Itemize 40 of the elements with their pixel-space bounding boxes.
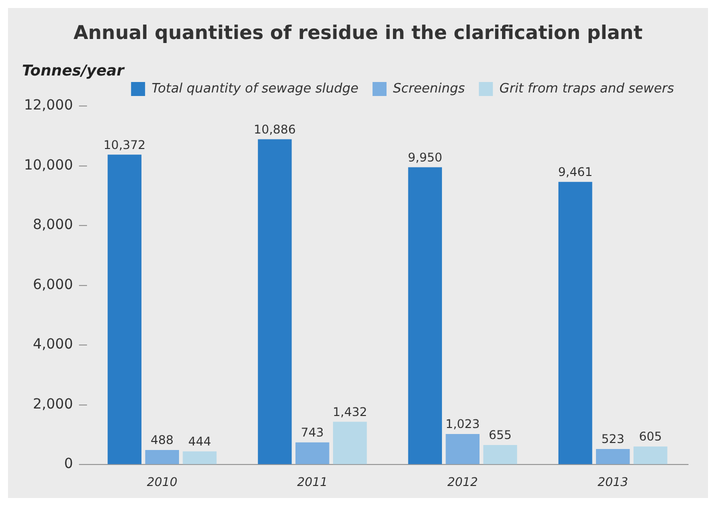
data-label: 523	[601, 432, 624, 446]
legend-label: Grit from traps and sewers	[499, 81, 674, 96]
y-tick-label: 8,000	[32, 217, 73, 234]
data-label: 444	[188, 434, 212, 448]
chart-title: Annual quantities of residue in the clarification plant	[72, 22, 644, 44]
data-label: 1,023	[445, 417, 480, 432]
y-tick-label: 10,000	[24, 157, 73, 174]
bar	[596, 448, 630, 464]
y-tick-label: 2,000	[32, 396, 73, 412]
x-tick-label: 2013	[598, 474, 628, 489]
data-label: 1,432	[332, 404, 368, 419]
data-label: 605	[638, 430, 662, 444]
x-tick-label: 2012	[447, 474, 478, 489]
data-label: 655	[488, 428, 512, 442]
data-label: 743	[300, 426, 324, 440]
bar	[295, 442, 330, 464]
x-tick-label: 2010	[146, 474, 178, 489]
data-label: 9,461	[558, 165, 592, 179]
y-tick-label: 12,000	[24, 98, 73, 114]
y-axis-title: Tonnes/year	[22, 61, 126, 80]
x-tick-label: 2011	[297, 474, 328, 489]
bar	[634, 446, 668, 464]
data-label: 488	[150, 433, 174, 448]
bar	[108, 154, 142, 464]
y-tick-label: 4,000	[32, 336, 73, 353]
bar	[333, 422, 367, 464]
y-tick-label: 0	[64, 456, 73, 472]
y-tick-label: 6,000	[32, 276, 73, 293]
bar	[408, 167, 442, 464]
bar	[483, 445, 518, 464]
data-label: 9,950	[408, 150, 442, 164]
data-label: 10,372	[104, 138, 146, 152]
legend-label: Total quantity of sewage sludge	[152, 81, 359, 96]
data-label: 10,886	[254, 122, 296, 136]
bar	[145, 450, 180, 464]
bar	[446, 434, 480, 464]
legend-label: Screenings	[393, 81, 466, 96]
bar	[182, 451, 217, 464]
bar	[558, 182, 592, 464]
bar	[258, 139, 292, 464]
